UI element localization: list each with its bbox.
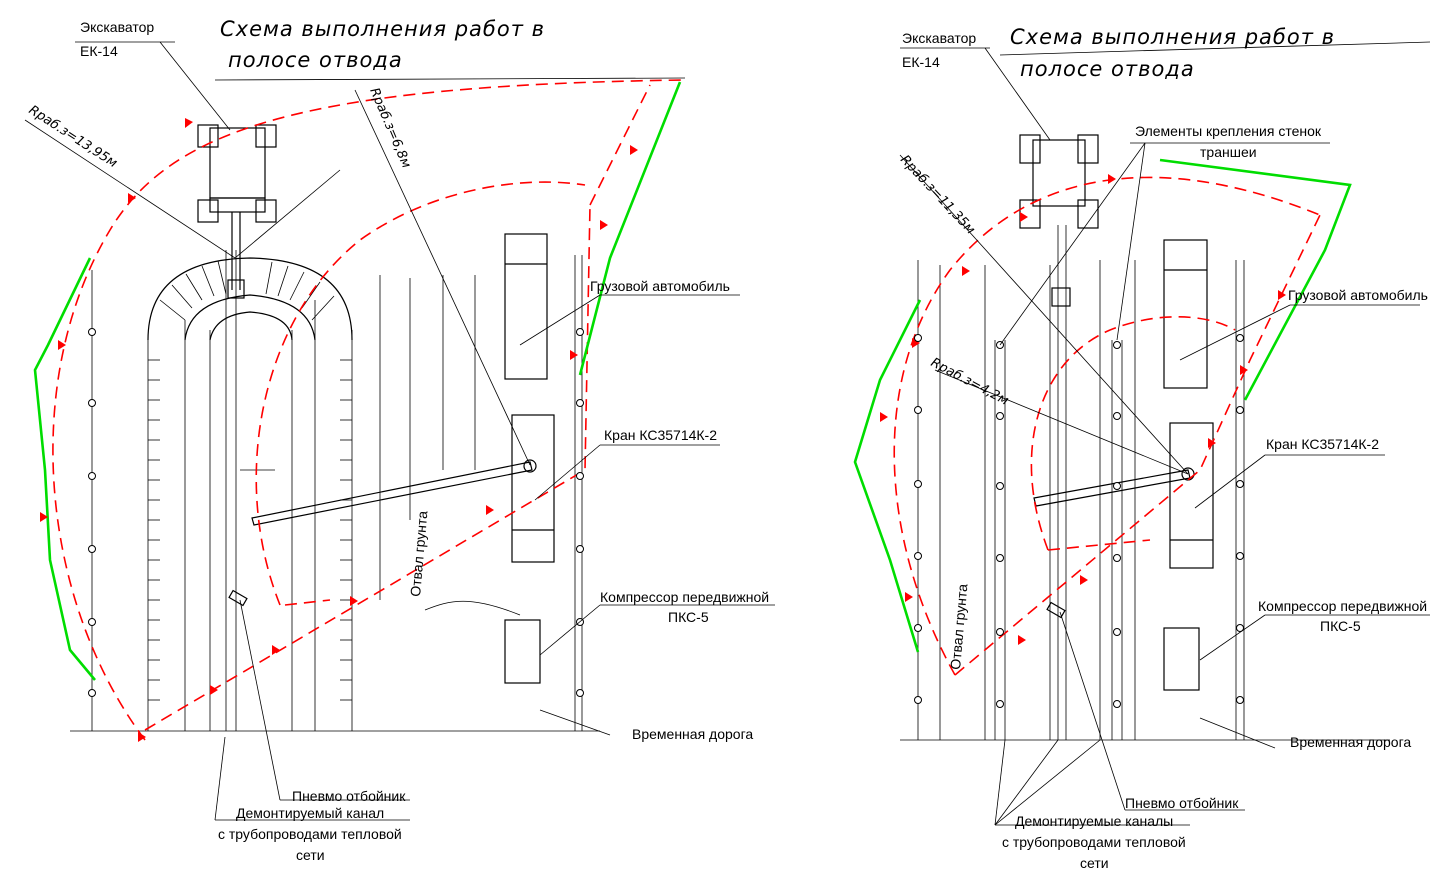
danger-markers-right bbox=[880, 174, 1286, 645]
label-excavator-model-left: ЕК-14 bbox=[80, 43, 118, 59]
label-truck-right: Грузовой автомобиль bbox=[1288, 287, 1428, 303]
label-excavator-left: Экскаватор bbox=[80, 19, 154, 35]
excavator-left bbox=[197, 124, 277, 299]
fence-left bbox=[33, 81, 682, 681]
label-channel-line2-right: с трубопроводами тепловой bbox=[1002, 834, 1186, 850]
label-breaker-left: Пневмо отбойник bbox=[292, 788, 406, 804]
label-channel-line1-right: Демонтируемые каналы bbox=[1015, 813, 1173, 829]
truck-left bbox=[504, 233, 548, 380]
label-channel-line3-right: сети bbox=[1080, 855, 1109, 871]
trench-arch-left bbox=[147, 257, 353, 701]
label-shoring-line1-right: Элементы крепления стенок bbox=[1135, 123, 1322, 139]
posts-right bbox=[914, 334, 1244, 708]
labels-left: Схема выполнения работ в полосе отвода Э… bbox=[26, 17, 769, 863]
leaders-right bbox=[899, 41, 1431, 826]
danger-markers-left bbox=[40, 118, 638, 742]
breaker-right bbox=[1046, 601, 1066, 619]
title-line1-left: Схема выполнения работ в bbox=[220, 17, 545, 41]
label-compressor-right: Компрессор передвижной bbox=[1258, 598, 1427, 614]
label-road-right: Временная дорога bbox=[1290, 734, 1411, 750]
posts-left bbox=[88, 328, 584, 697]
label-channel-line1-left: Демонтируемый канал bbox=[236, 805, 384, 821]
label-shoring-line2-right: траншеи bbox=[1200, 144, 1257, 160]
fence-right bbox=[853, 158, 1352, 653]
label-crane-left: Кран КС35714К-2 bbox=[604, 427, 717, 443]
label-crane-right: Кран КС35714К-2 bbox=[1266, 436, 1379, 452]
labels-right: Схема выполнения работ в полосе отвода Э… bbox=[897, 25, 1428, 871]
label-spoil-right: Отвал грунта bbox=[947, 583, 970, 670]
road-lines-left bbox=[70, 250, 600, 732]
label-radius-crane-left: Rраб.з=6,8м bbox=[366, 86, 413, 171]
label-truck-left: Грузовой автомобиль bbox=[590, 278, 730, 294]
label-breaker-right: Пневмо отбойник bbox=[1125, 795, 1239, 811]
label-radius-excavator-left: Rраб.з=13,95м bbox=[26, 103, 120, 171]
label-compressor-left: Компрессор передвижной bbox=[600, 589, 769, 605]
label-road-left: Временная дорога bbox=[632, 726, 753, 742]
title-line2-left: полосе отвода bbox=[228, 48, 403, 72]
compressor-right bbox=[1163, 627, 1200, 691]
scheme-right: Схема выполнения работ в полосе отвода Э… bbox=[853, 25, 1431, 871]
label-excavator-right: Экскаватор bbox=[902, 30, 976, 46]
title-line2-right: полосе отвода bbox=[1020, 57, 1195, 81]
truck-right bbox=[1163, 239, 1208, 389]
label-spoil-left: Отвал грунта bbox=[407, 510, 430, 597]
label-channel-line3-left: сети bbox=[296, 847, 325, 863]
title-line1-right: Схема выполнения работ в bbox=[1010, 25, 1335, 49]
scheme-left: Схема выполнения работ в полосе отвода Э… bbox=[24, 17, 775, 863]
leaders-left bbox=[24, 41, 775, 821]
danger-zone-right bbox=[893, 176, 1321, 676]
label-channel-line2-left: с трубопроводами тепловой bbox=[218, 826, 402, 842]
label-radius-crane-right: Rраб.з=4,2м bbox=[928, 355, 1011, 409]
label-compressor-model-left: ПКС-5 bbox=[668, 609, 709, 625]
crane-right bbox=[1033, 422, 1214, 569]
breaker-left bbox=[228, 589, 248, 607]
label-radius-excavator-right: Rраб.з=11,35м bbox=[897, 152, 978, 237]
label-compressor-model-right: ПКС-5 bbox=[1320, 618, 1361, 634]
compressor-left bbox=[504, 619, 541, 684]
danger-zone-left bbox=[52, 79, 686, 741]
label-excavator-model-right: ЕК-14 bbox=[902, 54, 940, 70]
crane-left bbox=[251, 414, 555, 563]
excavator-right bbox=[1019, 134, 1099, 307]
